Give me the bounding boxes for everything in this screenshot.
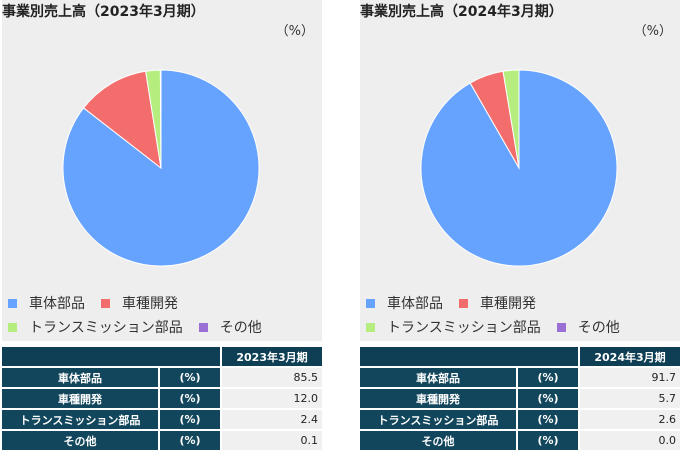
table-row: その他 (%) 0.1 [2, 431, 322, 450]
legend-label: その他 [577, 320, 620, 336]
table-cell-value: 2.6 [578, 410, 680, 429]
table-row: トランスミッション部品 (%) 2.4 [2, 410, 322, 429]
table-cell-name: トランスミッション部品 [2, 410, 158, 429]
pie-chart [420, 69, 618, 267]
table-row: 車種開発 (%) 12.0 [2, 389, 322, 408]
table-header-blank [360, 347, 578, 366]
unit-label: （%） [633, 24, 672, 39]
legend-swatch [366, 298, 375, 308]
legend-item[interactable]: その他 [551, 317, 620, 337]
table-cell-unit: (%) [516, 410, 578, 429]
table-row: トランスミッション部品 (%) 2.6 [360, 410, 680, 429]
data-table: 2024年3月期 車体部品 (%) 91.7 車種開発 (%) 5.7 トランス… [360, 345, 680, 452]
legend-swatch [101, 298, 110, 308]
legend-swatch [8, 298, 17, 308]
table-cell-unit: (%) [158, 389, 220, 408]
legend-label: 車種開発 [122, 296, 178, 312]
table-cell-name: 車体部品 [2, 368, 158, 387]
table-cell-name: その他 [2, 431, 158, 450]
unit-label: （%） [275, 24, 314, 39]
table-header-row: 2024年3月期 [360, 347, 680, 366]
chart-title: 事業別売上高（2023年3月期） [2, 4, 205, 20]
table-cell-unit: (%) [516, 368, 578, 387]
table-row: 車体部品 (%) 91.7 [360, 368, 680, 387]
legend: 車体部品 車種開発 トランスミッション部品 その他 [360, 291, 680, 339]
chart-area: 事業別売上高（2024年3月期） （%） 車体部品 車種開発 トランスミッション… [360, 0, 680, 341]
pie-slice-4[interactable] [159, 69, 162, 169]
table-header-year: 2023年3月期 [220, 347, 322, 366]
legend-item[interactable]: その他 [193, 317, 262, 337]
legend-item[interactable]: 車体部品 [2, 293, 85, 313]
table-cell-value: 91.7 [578, 368, 680, 387]
table-header-year: 2024年3月期 [578, 347, 680, 366]
table-cell-value: 0.1 [220, 431, 322, 450]
chart-area: 事業別売上高（2023年3月期） （%） 車体部品 車種開発 トランスミッション… [2, 0, 322, 341]
table-cell-value: 12.0 [220, 389, 322, 408]
table-cell-unit: (%) [158, 431, 220, 450]
table-cell-unit: (%) [516, 431, 578, 450]
pie-slice-3[interactable] [502, 69, 520, 169]
legend-label: 車体部品 [387, 296, 443, 312]
legend-swatch [366, 322, 375, 332]
table-cell-value: 2.4 [220, 410, 322, 429]
table-cell-unit: (%) [158, 410, 220, 429]
table-cell-unit: (%) [516, 389, 578, 408]
pie-slice-1[interactable] [62, 69, 260, 267]
table-cell-value: 85.5 [220, 368, 322, 387]
data-table: 2023年3月期 車体部品 (%) 85.5 車種開発 (%) 12.0 トラン… [2, 345, 322, 452]
legend-label: 車種開発 [480, 296, 536, 312]
table-cell-name: 車種開発 [360, 389, 516, 408]
legend-item[interactable]: トランスミッション部品 [360, 317, 541, 337]
legend-label: トランスミッション部品 [29, 320, 183, 336]
table-row: その他 (%) 0.0 [360, 431, 680, 450]
legend-item[interactable]: 車種開発 [95, 293, 178, 313]
pie-slice-2[interactable] [82, 70, 162, 170]
table-row: 車体部品 (%) 85.5 [2, 368, 322, 387]
legend-swatch [8, 322, 17, 332]
legend-item[interactable]: 車体部品 [360, 293, 443, 313]
table-cell-value: 5.7 [578, 389, 680, 408]
table-header-row: 2023年3月期 [2, 347, 322, 366]
legend-swatch [556, 322, 566, 332]
table-cell-name: 車種開発 [2, 389, 158, 408]
legend-label: 車体部品 [29, 296, 85, 312]
legend-swatch [459, 298, 468, 308]
table-row: 車種開発 (%) 5.7 [360, 389, 680, 408]
table-cell-name: 車体部品 [360, 368, 516, 387]
legend: 車体部品 車種開発 トランスミッション部品 その他 [2, 291, 322, 339]
table-cell-unit: (%) [158, 368, 220, 387]
legend-item[interactable]: トランスミッション部品 [2, 317, 183, 337]
legend-swatch [198, 322, 208, 332]
legend-label: その他 [219, 320, 262, 336]
legend-label: トランスミッション部品 [387, 320, 541, 336]
table-header-blank [2, 347, 220, 366]
table-cell-name: その他 [360, 431, 516, 450]
chart-title: 事業別売上高（2024年3月期） [360, 4, 563, 20]
table-cell-name: トランスミッション部品 [360, 410, 516, 429]
pie-chart [62, 69, 260, 267]
chart-panel-2024: 事業別売上高（2024年3月期） （%） 車体部品 車種開発 トランスミッション… [360, 0, 680, 453]
table-cell-value: 0.0 [578, 431, 680, 450]
legend-item[interactable]: 車種開発 [453, 293, 536, 313]
chart-panel-2023: 事業別売上高（2023年3月期） （%） 車体部品 車種開発 トランスミッション… [2, 0, 322, 453]
